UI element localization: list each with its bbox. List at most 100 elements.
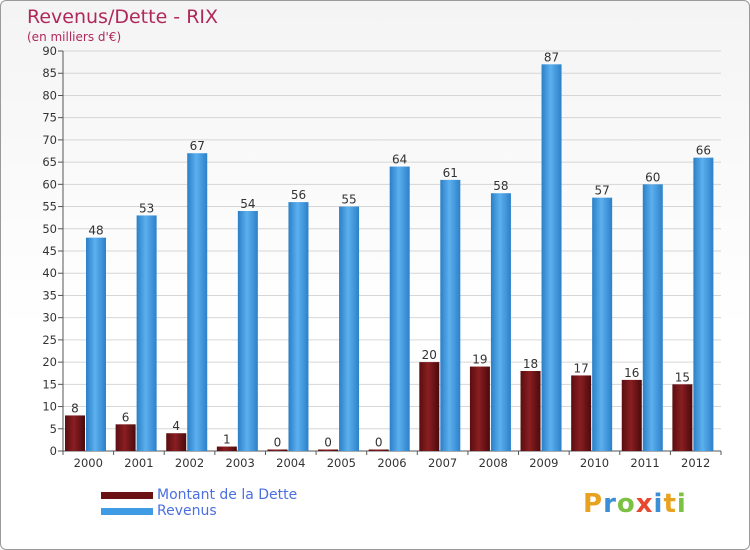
debt-bar [571, 375, 592, 451]
data-label: 16 [624, 366, 639, 380]
debt-bar [115, 424, 136, 451]
chart-title: Revenus/Dette - RIX [27, 6, 219, 28]
legend-label-revenus: Revenus [157, 503, 217, 519]
y-tick-label: 90 [42, 44, 57, 58]
data-label: 1 [223, 433, 231, 447]
data-label: 19 [472, 353, 487, 367]
data-label: 20 [422, 348, 437, 362]
logo-letter: t [663, 489, 677, 519]
debt-bar [65, 415, 85, 451]
logo-letter: o [616, 489, 636, 519]
data-label: 67 [190, 139, 205, 153]
x-tick-label: 2012 [681, 456, 710, 470]
debt-bar [621, 379, 642, 451]
revenus-bar [237, 211, 258, 451]
data-label: 87 [544, 50, 559, 64]
x-tick-label: 2000 [74, 456, 103, 470]
legend-swatch-revenus [101, 507, 153, 515]
y-tick-label: 25 [42, 333, 57, 347]
debt-bar [672, 384, 693, 451]
data-label: 48 [88, 224, 103, 238]
data-label: 64 [392, 153, 407, 167]
debt-bar [318, 449, 339, 451]
axes: 0510152025303540455055606570758085902000… [42, 44, 722, 470]
x-tick-label: 2006 [377, 456, 406, 470]
x-tick-label: 2003 [226, 456, 255, 470]
data-label: 0 [324, 436, 332, 450]
data-label: 56 [291, 188, 306, 202]
y-tick-label: 75 [42, 111, 57, 125]
x-tick-label: 2004 [276, 456, 305, 470]
revenus-bar [693, 157, 714, 451]
y-tick-label: 0 [50, 444, 57, 458]
legend-item-revenus: Revenus [101, 503, 297, 519]
logo-letter: P [583, 489, 604, 519]
legend: Montant de la Dette Revenus [101, 487, 297, 519]
data-label: 58 [493, 179, 508, 193]
y-tick-label: 55 [42, 200, 57, 214]
chart-subtitle: (en milliers d'€) [27, 30, 122, 44]
y-tick-label: 40 [42, 266, 57, 280]
legend-swatch-debt [101, 491, 153, 499]
debt-bar [419, 362, 440, 451]
logo-letter: r [603, 489, 617, 519]
revenus-bar [642, 184, 663, 452]
data-label: 54 [240, 197, 255, 211]
debt-bar [368, 449, 389, 451]
y-tick-label: 70 [42, 133, 57, 147]
x-tick-label: 2007 [428, 456, 457, 470]
x-tick-label: 2011 [630, 456, 659, 470]
data-label: 6 [122, 410, 130, 424]
data-label: 53 [139, 201, 154, 215]
revenus-bar [86, 237, 106, 451]
debt-bar [520, 371, 541, 451]
revenus-bar [592, 197, 613, 451]
revenus-bar [490, 193, 511, 451]
legend-label-debt: Montant de la Dette [157, 487, 298, 503]
data-label: 8 [71, 401, 79, 415]
x-tick-label: 2002 [175, 456, 204, 470]
x-tick-label: 2001 [124, 456, 153, 470]
y-tick-label: 45 [42, 244, 57, 258]
logo-letter: i [653, 489, 664, 519]
data-label: 18 [523, 357, 538, 371]
debt-bar [166, 433, 187, 451]
debt-bar [469, 366, 490, 451]
data-label: 60 [645, 170, 660, 184]
data-label: 66 [696, 144, 711, 158]
revenus-bar [136, 215, 157, 451]
y-tick-label: 60 [42, 177, 57, 191]
y-tick-label: 5 [50, 422, 57, 436]
data-label: 4 [172, 419, 180, 433]
x-tick-label: 2008 [479, 456, 508, 470]
data-label: 61 [443, 166, 458, 180]
y-tick-label: 10 [42, 400, 57, 414]
revenus-bar [541, 64, 562, 452]
revenus-bar [389, 166, 410, 452]
x-tick-label: 2005 [327, 456, 356, 470]
x-tick-label: 2010 [580, 456, 609, 470]
debt-bar [216, 446, 237, 451]
revenus-bar [288, 202, 309, 451]
data-labels: 8 48 6 53 4 67 1 54 0 56 0 55 0 64 20 61 19 58 18 87 17 57 16 6… [71, 50, 711, 449]
data-label: 0 [375, 436, 383, 450]
y-tick-label: 50 [42, 222, 57, 236]
y-tick-label: 80 [42, 88, 57, 102]
y-tick-label: 20 [42, 355, 57, 369]
y-tick-label: 15 [42, 377, 57, 391]
x-tick-label: 2009 [529, 456, 558, 470]
revenus-bar [440, 179, 461, 451]
data-label: 55 [341, 193, 356, 207]
debt-bar [267, 449, 288, 451]
proxiti-logo: Proxiti [583, 489, 687, 519]
y-tick-label: 85 [42, 66, 57, 80]
bars [65, 64, 714, 452]
data-label: 57 [595, 184, 610, 198]
legend-item-debt: Montant de la Dette [101, 487, 297, 503]
y-tick-label: 65 [42, 155, 57, 169]
data-label: 0 [274, 436, 282, 450]
revenus-bar [187, 153, 208, 451]
revenus-bar [339, 206, 360, 451]
